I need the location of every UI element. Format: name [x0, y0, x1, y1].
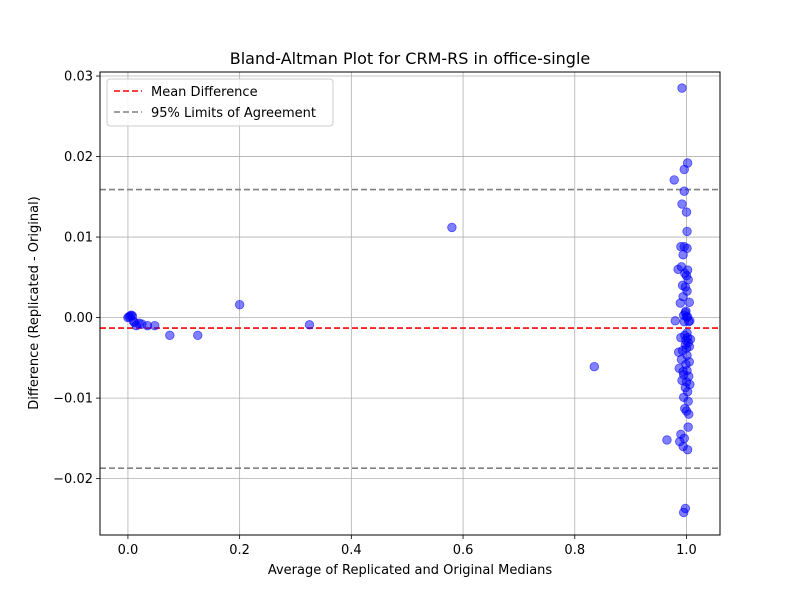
data-point: [684, 357, 694, 367]
data-point: [150, 320, 160, 331]
legend-mean-label: Mean Difference: [151, 85, 258, 100]
x-tick-label: 1.0: [676, 543, 697, 558]
data-point: [304, 320, 315, 330]
data-point: [447, 222, 457, 233]
data-point: [677, 83, 687, 93]
data-point: [682, 265, 693, 275]
reference-lines: [100, 188, 720, 469]
x-axis-label: Average of Replicated and Original Media…: [268, 563, 553, 578]
y-axis-label: Difference (Replicated - Original): [27, 196, 42, 410]
y-tick-label: 0.00: [64, 311, 93, 326]
data-point: [234, 300, 245, 310]
chart-title: Bland-Altman Plot for CRM-RS in office-s…: [230, 49, 591, 68]
data-point: [669, 175, 679, 185]
data-point: [670, 316, 681, 326]
data-point: [683, 275, 693, 285]
data-point: [682, 286, 692, 296]
data-point: [682, 158, 693, 168]
data-point: [682, 226, 692, 237]
legend-loa-label: 95% Limits of Agreement: [151, 106, 316, 121]
x-axis-ticks: 0.0 0.2 0.4 0.6 0.8 1.0: [118, 535, 697, 558]
data-point: [681, 207, 692, 217]
data-point: [684, 371, 694, 382]
x-tick-label: 0.0: [118, 543, 139, 558]
data-point: [679, 186, 689, 196]
plot-frame: [99, 71, 721, 536]
x-tick-label: 0.2: [229, 543, 250, 558]
data-point: [685, 334, 696, 345]
data-point: [165, 330, 175, 341]
data-point: [680, 503, 691, 514]
x-tick-label: 0.6: [453, 543, 474, 558]
data-point: [662, 435, 672, 445]
data-point: [677, 199, 687, 209]
y-tick-label: 0.01: [64, 231, 93, 246]
legend-box: [106, 78, 334, 127]
y-tick-label: −0.01: [53, 392, 93, 407]
data-point: [683, 396, 693, 407]
y-tick-label: 0.03: [64, 70, 93, 85]
x-tick-label: 0.8: [564, 543, 585, 558]
data-point: [193, 330, 203, 341]
y-tick-label: −0.02: [53, 472, 93, 487]
data-point: [679, 433, 689, 444]
data-point: [684, 297, 694, 307]
x-tick-label: 0.4: [341, 543, 362, 558]
data-point: [685, 379, 695, 390]
scatter-points: [123, 83, 696, 518]
data-point: [682, 243, 692, 254]
data-point: [683, 422, 693, 432]
legend: Mean Difference 95% Limits of Agreement: [106, 78, 334, 127]
data-point: [684, 409, 694, 419]
data-point: [685, 316, 695, 326]
y-tick-label: 0.02: [64, 150, 93, 165]
y-axis-ticks: −0.02 −0.01 0.00 0.01 0.02 0.03: [53, 70, 100, 487]
data-point: [589, 362, 600, 372]
data-point: [682, 444, 693, 455]
